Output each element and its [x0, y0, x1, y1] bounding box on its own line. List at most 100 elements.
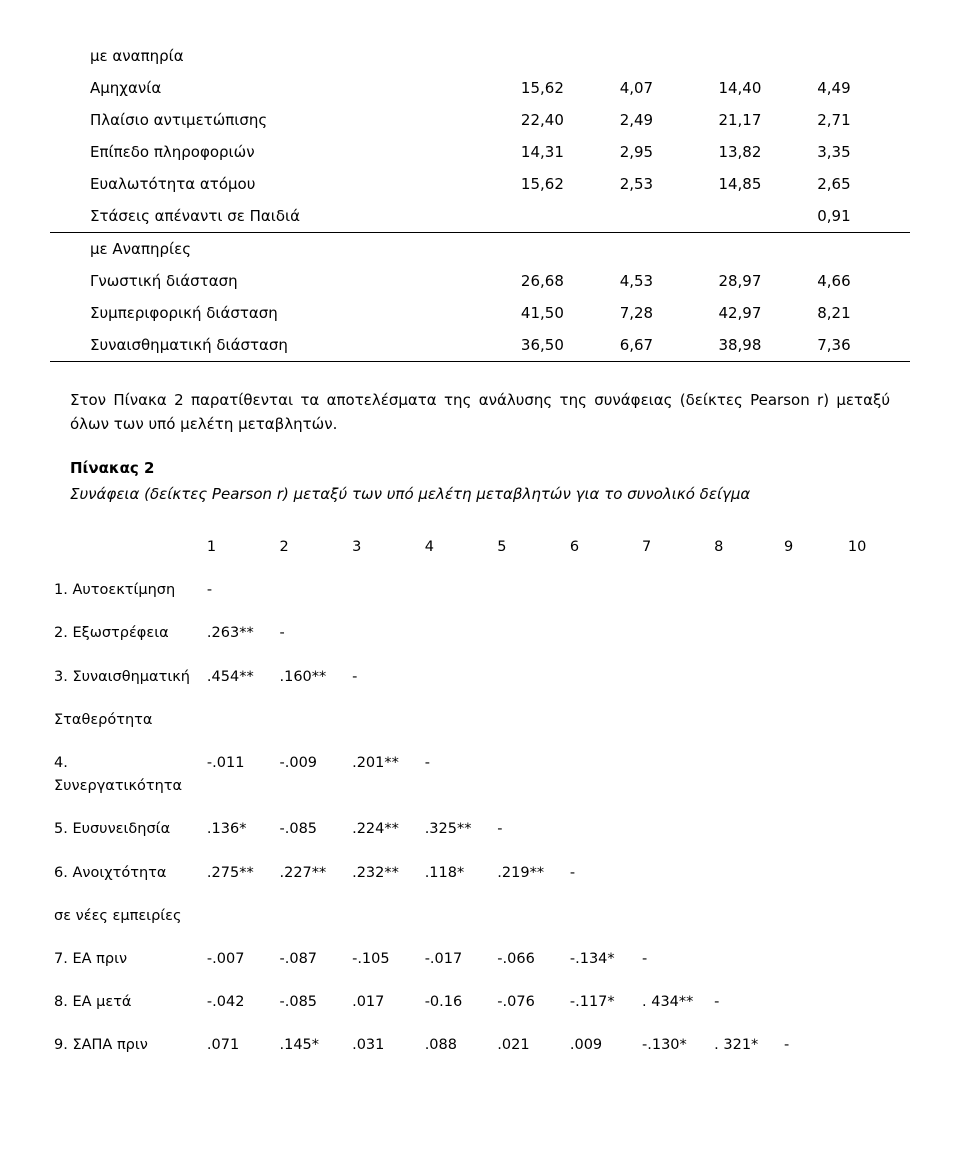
cell-value: .160**	[276, 656, 349, 699]
cell-value: -.007	[203, 938, 276, 981]
row-label: 3. Συναισθηματική	[50, 656, 203, 699]
cell-value: 4,53	[614, 265, 713, 297]
descriptives-table: με αναπηρίαΑμηχανία15,624,0714,404,49Πλα…	[50, 40, 910, 362]
cell-value: .219**	[493, 852, 566, 895]
cell-value	[638, 569, 710, 612]
cell-value	[348, 699, 421, 742]
cell-value: -0.16	[421, 981, 494, 1024]
cell-value	[614, 40, 713, 72]
cell-value: 2,95	[614, 136, 713, 168]
intro-paragraph: Στον Πίνακα 2 παρατίθενται τα αποτελέσμα…	[50, 388, 910, 436]
cell-value	[844, 852, 910, 895]
cell-value	[638, 895, 710, 938]
cell-value	[712, 233, 811, 266]
cell-value	[276, 569, 349, 612]
table-row: 4. Συνεργατικότητα-.011-.009.201**-	[50, 742, 910, 808]
row-label: Συναισθηματική διάσταση	[50, 329, 515, 362]
cell-value: -.105	[348, 938, 421, 981]
cell-value: .009	[566, 1024, 638, 1067]
cell-value: .136*	[203, 808, 276, 851]
col-header: 9	[780, 526, 844, 569]
cell-value: 8,21	[811, 297, 910, 329]
correlation-table: 123456789101. Αυτοεκτίμηση-2. Εξωστρέφει…	[50, 526, 910, 1067]
cell-value	[566, 895, 638, 938]
cell-value	[710, 808, 780, 851]
row-label: 8. ΕΑ μετά	[50, 981, 203, 1024]
cell-value: -	[421, 742, 494, 808]
col-header: 5	[493, 526, 566, 569]
cell-value	[710, 569, 780, 612]
cell-value: 2,71	[811, 104, 910, 136]
cell-value: 2,65	[811, 168, 910, 200]
cell-value: .232**	[348, 852, 421, 895]
cell-value	[566, 742, 638, 808]
cell-value	[421, 612, 494, 655]
cell-value: -.130*	[638, 1024, 710, 1067]
cell-value: -.117*	[566, 981, 638, 1024]
cell-value	[493, 612, 566, 655]
cell-value: .118*	[421, 852, 494, 895]
cell-value: -.085	[276, 981, 349, 1024]
row-label: 4. Συνεργατικότητα	[50, 742, 203, 808]
cell-value	[515, 200, 614, 233]
cell-value	[780, 742, 844, 808]
cell-value: -	[566, 852, 638, 895]
cell-value: 2,49	[614, 104, 713, 136]
table-row: Γνωστική διάσταση26,684,5328,974,66	[50, 265, 910, 297]
cell-value: 15,62	[515, 168, 614, 200]
table-row: σε νέες εμπειρίες	[50, 895, 910, 938]
cell-value: -	[780, 1024, 844, 1067]
cell-value: -	[348, 656, 421, 699]
row-label: σε νέες εμπειρίες	[50, 895, 203, 938]
table-row: 3. Συναισθηματική.454**.160**-	[50, 656, 910, 699]
cell-value: 13,82	[712, 136, 811, 168]
row-label: 5. Ευσυνειδησία	[50, 808, 203, 851]
cell-value: -.134*	[566, 938, 638, 981]
row-label: Αμηχανία	[50, 72, 515, 104]
cell-value	[710, 699, 780, 742]
cell-value	[710, 852, 780, 895]
table-row: Πλαίσιο αντιμετώπισης22,402,4921,172,71	[50, 104, 910, 136]
col-header: 7	[638, 526, 710, 569]
cell-value: 36,50	[515, 329, 614, 362]
cell-value	[638, 612, 710, 655]
cell-value	[421, 895, 494, 938]
cell-value: 14,85	[712, 168, 811, 200]
cell-value	[566, 569, 638, 612]
table2-title: Πίνακας 2	[70, 456, 910, 480]
cell-value	[421, 699, 494, 742]
cell-value: 0,91	[811, 200, 910, 233]
cell-value	[780, 569, 844, 612]
cell-value	[638, 699, 710, 742]
table-row: με Αναπηρίες	[50, 233, 910, 266]
cell-value: .325**	[421, 808, 494, 851]
row-label: Πλαίσιο αντιμετώπισης	[50, 104, 515, 136]
cell-value	[515, 40, 614, 72]
cell-value: .227**	[276, 852, 349, 895]
cell-value	[493, 699, 566, 742]
cell-value	[780, 938, 844, 981]
cell-value: . 434**	[638, 981, 710, 1024]
row-label: Στάσεις απέναντι σε Παιδιά	[50, 200, 515, 233]
cell-value: 28,97	[712, 265, 811, 297]
header-spacer	[50, 526, 203, 569]
cell-value: .017	[348, 981, 421, 1024]
table-row: 2. Εξωστρέφεια.263**-	[50, 612, 910, 655]
cell-value: .275**	[203, 852, 276, 895]
cell-value	[844, 656, 910, 699]
cell-value	[566, 656, 638, 699]
cell-value: 26,68	[515, 265, 614, 297]
table2-subtitle: Συνάφεια (δείκτες Pearson r) μεταξύ των …	[70, 482, 890, 506]
cell-value	[710, 612, 780, 655]
cell-value	[780, 656, 844, 699]
cell-value	[844, 1024, 910, 1067]
table-row: Σταθερότητα	[50, 699, 910, 742]
cell-value: .454**	[203, 656, 276, 699]
table-row: Αμηχανία15,624,0714,404,49	[50, 72, 910, 104]
cell-value: .031	[348, 1024, 421, 1067]
cell-value	[811, 233, 910, 266]
cell-value	[811, 40, 910, 72]
cell-value	[614, 233, 713, 266]
cell-value: 15,62	[515, 72, 614, 104]
cell-value: .263**	[203, 612, 276, 655]
